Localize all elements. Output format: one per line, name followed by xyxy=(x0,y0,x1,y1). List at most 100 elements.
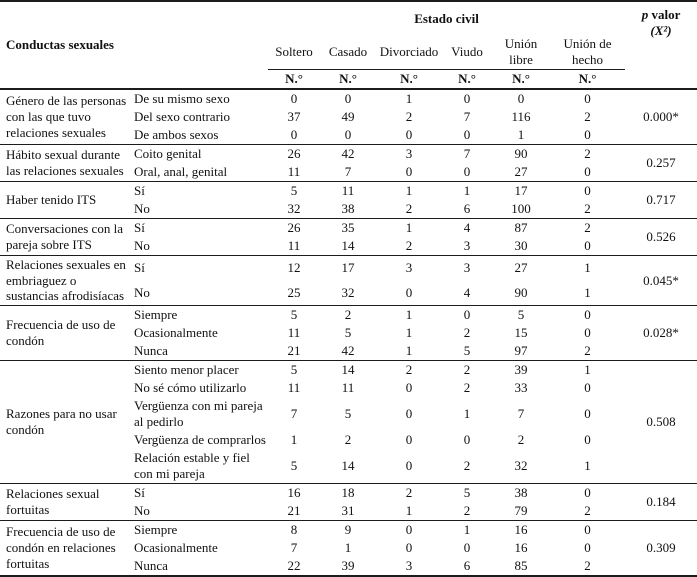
p-valor-label-rest: valor xyxy=(648,7,681,22)
count-cell: 0 xyxy=(584,237,591,253)
count-cell: 5 xyxy=(344,406,352,422)
count-cell: 2 xyxy=(405,237,413,253)
count-cell: 35 xyxy=(320,217,376,237)
group-label: Conversaciones con la pareja sobre ITS xyxy=(0,217,130,256)
count-cell: 9 xyxy=(320,519,376,539)
p-value-cell: 0.526 xyxy=(625,217,697,256)
count-cell: 1 xyxy=(376,217,442,237)
group-label: Haber tenido ITS xyxy=(0,180,130,219)
count-cell: 1 xyxy=(405,502,413,518)
count-cell: 0 xyxy=(268,88,320,108)
count-cell: 0 xyxy=(376,519,442,539)
count-cell: 11 xyxy=(341,380,355,396)
count-cell: 0 xyxy=(463,126,471,142)
column-header-0: Soltero xyxy=(268,35,320,70)
count-cell: 4 xyxy=(463,284,471,300)
row-label: No sé cómo utilizarlo xyxy=(134,380,247,396)
row-label: Sí xyxy=(130,482,268,502)
count-cell: 5 xyxy=(268,360,320,380)
count-cell: 27 xyxy=(514,163,528,179)
count-cell: 2 xyxy=(344,432,352,448)
count-cell: 39 xyxy=(492,360,550,380)
count-cell: 2 xyxy=(442,360,492,380)
count-cell: 1 xyxy=(405,325,413,341)
count-cell: 16 xyxy=(514,539,528,555)
count-cell: 2 xyxy=(584,108,591,124)
table-row: Frecuencia de uso de condón Siempre 5 2 1 0 5 0… xyxy=(0,305,697,361)
p-value-cell: 0.717 xyxy=(625,180,697,219)
count-cell: 1 xyxy=(405,343,413,359)
count-cell: 11 xyxy=(287,325,301,341)
p-valor-label: p xyxy=(641,7,649,22)
count-cell: 38 xyxy=(341,200,355,216)
count-cell: 0 xyxy=(492,88,550,108)
count-subheader-1: N.° xyxy=(320,69,376,90)
row-label: Coito genital xyxy=(130,143,268,163)
count-cell: 6 xyxy=(463,557,471,573)
count-cell: 16 xyxy=(492,519,550,539)
count-cell: 0 xyxy=(463,539,471,555)
table-row: Vergüenza de comprarlos 1 2 0 0 2 0 xyxy=(0,431,697,449)
count-cell: 7 xyxy=(463,108,471,124)
header-row-civil-states: Soltero Casado Divorciado Viudo Unión libre U… xyxy=(0,35,697,70)
count-cell: 1 xyxy=(290,432,298,448)
count-cell: 6 xyxy=(463,200,471,216)
count-cell: 3 xyxy=(376,254,442,281)
table-row: No 25 32 0 4 90 1 xyxy=(0,281,697,306)
count-cell: 25 xyxy=(287,284,301,300)
count-cell: 79 xyxy=(514,502,528,518)
row-label: Vergüenza de comprarlos xyxy=(134,432,266,448)
count-cell: 0 xyxy=(405,539,413,555)
p-value-cell: 0.184 xyxy=(625,482,697,521)
count-cell: 42 xyxy=(341,343,355,359)
count-subheader-2: N.° xyxy=(376,69,442,90)
count-cell: 0 xyxy=(584,539,591,555)
conductas-sexuales-header: Conductas sexuales xyxy=(0,1,268,90)
count-cell: 17 xyxy=(320,254,376,281)
count-cell: 26 xyxy=(268,217,320,237)
count-cell: 85 xyxy=(514,557,528,573)
group-label: Frecuencia de uso de condón en relacione… xyxy=(0,519,130,576)
table-row: Conversaciones con la pareja sobre ITS Sí… xyxy=(0,217,697,256)
table-row: No 21 31 1 2 79 2 xyxy=(0,502,697,521)
row-label: Sí xyxy=(130,217,268,237)
count-cell: 2 xyxy=(405,200,413,216)
table-row: Frecuencia de uso de condón en relacione… xyxy=(0,519,697,576)
count-cell: 0 xyxy=(463,163,471,179)
table-row: Del sexo contrario 37 49 2 7 116 2 xyxy=(0,108,697,126)
group-label: Relaciones sexual fortuitas xyxy=(0,482,130,521)
column-header-4: Unión libre xyxy=(492,35,550,70)
row-label: Ocasionalmente xyxy=(134,539,218,555)
count-cell: 97 xyxy=(514,343,528,359)
count-cell: 7 xyxy=(290,406,298,422)
count-cell: 39 xyxy=(341,557,355,573)
table-row: Hábito sexual durante las relaciones sex… xyxy=(0,143,697,182)
count-cell: 87 xyxy=(492,217,550,237)
count-cell: 0 xyxy=(405,406,413,422)
count-cell: 0 xyxy=(290,126,298,142)
p-value-cell: 0.028* xyxy=(625,305,697,361)
group-label: Género de las personas con las que tuvo … xyxy=(0,88,130,145)
count-cell: 0 xyxy=(320,88,376,108)
count-cell: 1 xyxy=(442,519,492,539)
count-cell: 0 xyxy=(550,482,626,502)
row-label: Sí xyxy=(130,180,268,200)
count-cell: 33 xyxy=(514,380,528,396)
count-cell: 1 xyxy=(584,457,591,473)
row-label: Siempre xyxy=(130,519,268,539)
count-cell: 1 xyxy=(376,305,442,325)
count-cell: 0 xyxy=(584,325,591,341)
count-cell: 32 xyxy=(287,200,301,216)
count-cell: 0 xyxy=(405,126,413,142)
chi-squared-label: (X²) xyxy=(650,22,672,38)
row-label: Relación estable y fiel con mi pareja xyxy=(134,450,250,481)
count-cell: 0 xyxy=(442,88,492,108)
row-label: Ocasionalmente xyxy=(134,325,218,341)
count-cell: 1 xyxy=(442,180,492,200)
p-value-cell: 0.257 xyxy=(625,143,697,182)
table-row: De ambos sexos 0 0 0 0 1 0 xyxy=(0,126,697,145)
count-cell: 5 xyxy=(268,305,320,325)
count-cell: 5 xyxy=(463,343,471,359)
count-cell: 2 xyxy=(517,432,525,448)
count-cell: 116 xyxy=(511,108,531,124)
